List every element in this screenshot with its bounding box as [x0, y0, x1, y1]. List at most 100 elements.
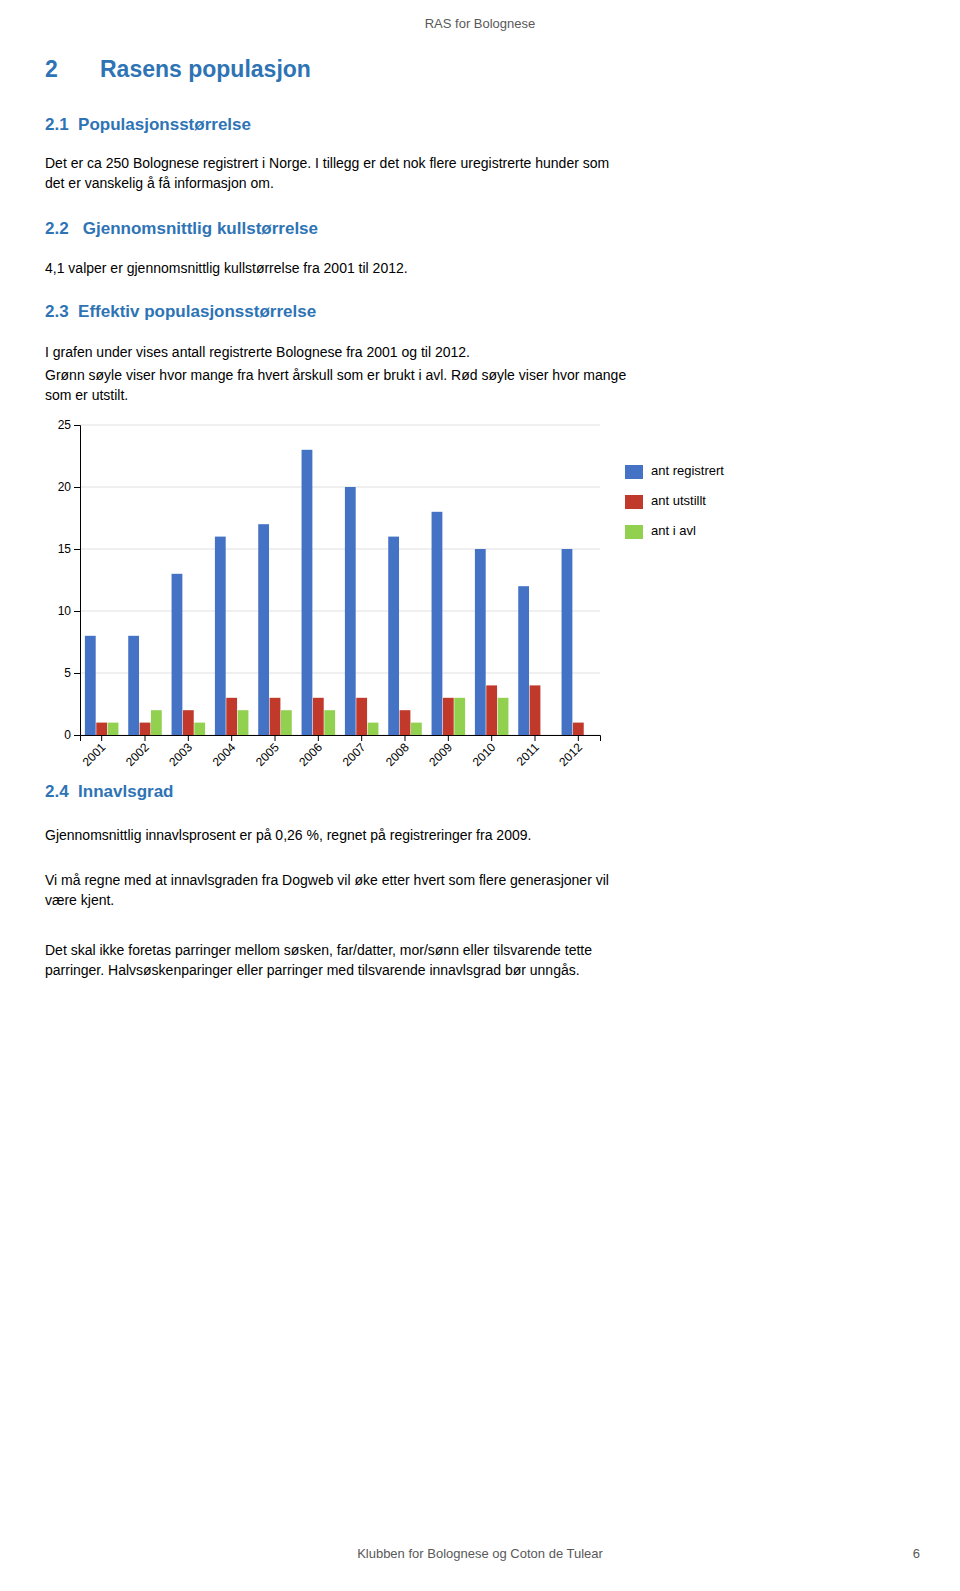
bar	[356, 698, 367, 735]
tick: 2006	[296, 735, 325, 769]
tick: 2011	[514, 735, 542, 769]
tick-label: 2003	[166, 740, 195, 769]
legend-label: ant i avl	[651, 523, 696, 538]
heading: 2.4 Innavlsgrad	[45, 782, 174, 801]
grid	[80, 425, 600, 735]
bar	[388, 537, 399, 735]
tick-label: 0	[64, 728, 71, 742]
tick-label: 25	[58, 418, 72, 432]
tick: 10	[58, 604, 80, 618]
tick-label: 2002	[123, 740, 152, 769]
bar	[411, 723, 422, 735]
grid-line	[80, 549, 600, 550]
tick: 2003	[166, 735, 195, 769]
page: RAS for Bolognese 2 Rasens populasjon 2.1 P…	[0, 0, 960, 1591]
tick: 0	[64, 728, 80, 742]
tick-label: 10	[58, 604, 72, 618]
tick: 2012	[556, 735, 585, 769]
tick-label: 20	[58, 480, 72, 494]
page-number: 6	[913, 1546, 920, 1561]
tick-label: 2001	[80, 740, 109, 769]
x-axis: 2001200220032004200520062007200820092010…	[80, 735, 601, 769]
tick-mark	[74, 549, 80, 550]
tick-mark	[74, 735, 80, 736]
grid-line	[80, 425, 600, 426]
bar	[226, 698, 237, 735]
series	[85, 450, 572, 735]
heading: 2.1 Populasjonsstørrelse	[45, 115, 251, 134]
tick: 2008	[383, 735, 412, 769]
paragraph: 4,1 valper er gjennomsnittlig kullstørre…	[45, 260, 408, 276]
bars	[85, 450, 584, 735]
bar	[324, 710, 335, 735]
bar	[498, 698, 509, 735]
tick-mark	[74, 611, 80, 612]
bar	[128, 636, 139, 735]
tick-mark	[535, 735, 536, 741]
legend-swatch	[625, 465, 643, 479]
tick-label: 2007	[340, 740, 369, 769]
axis-line	[81, 736, 601, 742]
tick-mark	[74, 425, 80, 426]
tick: 2007	[340, 735, 369, 769]
tick-mark	[491, 735, 492, 741]
heading: 2	[45, 56, 58, 82]
bar	[194, 723, 205, 735]
bar	[215, 537, 226, 735]
page-header: RAS for Bolognese	[425, 16, 536, 31]
tick: 5	[64, 666, 80, 680]
axis-line	[74, 426, 81, 736]
bar	[270, 698, 281, 735]
bar	[96, 723, 107, 735]
paragraph: Gjennomsnittlig innavlsprosent er på 0,2…	[45, 827, 531, 843]
bar	[573, 723, 584, 735]
bar	[475, 549, 486, 735]
tick-label: 2012	[556, 740, 585, 769]
tick-label: 2011	[514, 740, 542, 768]
tick-mark	[231, 735, 232, 741]
bar	[400, 710, 411, 735]
legend-label: ant utstillt	[651, 493, 706, 508]
legend-entry: ant registrert	[625, 463, 724, 479]
tick-label: 2010	[470, 740, 499, 769]
tick: 2005	[253, 735, 282, 769]
tick: 15	[58, 542, 80, 556]
bar	[281, 710, 292, 735]
bar	[541, 735, 552, 736]
legend-label: ant registrert	[651, 463, 724, 478]
tick-mark	[361, 735, 362, 741]
tick-mark	[275, 735, 276, 741]
legend: ant registrert ant utstillt ant i avl	[625, 463, 724, 539]
tick: 2001	[80, 735, 109, 769]
paragraph: Det er ca 250 Bolognese registrert i Nor…	[45, 155, 609, 171]
bar	[443, 698, 454, 735]
bar	[151, 710, 162, 735]
tick-mark	[578, 735, 579, 741]
bar	[302, 450, 313, 735]
bar	[530, 685, 541, 735]
paragraph: Grønn søyle viser hvor mange fra hvert å…	[45, 367, 626, 383]
legend-entry: ant i avl	[625, 523, 696, 539]
heading: Rasens populasjon	[100, 56, 311, 82]
bar	[486, 685, 497, 735]
bar	[562, 549, 573, 735]
bar	[518, 586, 529, 735]
tick-mark	[101, 735, 102, 741]
heading: 2.2 Gjennomsnittlig kullstørrelse	[45, 219, 318, 238]
bar	[313, 698, 324, 735]
paragraph: I grafen under vises antall registrerte …	[45, 344, 470, 360]
bar	[108, 723, 119, 735]
bar	[368, 723, 379, 735]
paragraph: som er utstilt.	[45, 387, 128, 403]
tick: 25	[58, 418, 80, 432]
bar	[172, 574, 183, 735]
tick-label: 5	[64, 666, 71, 680]
tick: 2002	[123, 735, 152, 769]
tick-mark	[74, 487, 80, 488]
legend-swatch	[625, 495, 643, 509]
tick-label: 2006	[296, 740, 325, 769]
tick-mark	[74, 673, 80, 674]
paragraph: parringer. Halvsøskenparinger eller parr…	[45, 962, 580, 978]
tick-mark	[318, 735, 319, 741]
bar	[432, 512, 443, 735]
